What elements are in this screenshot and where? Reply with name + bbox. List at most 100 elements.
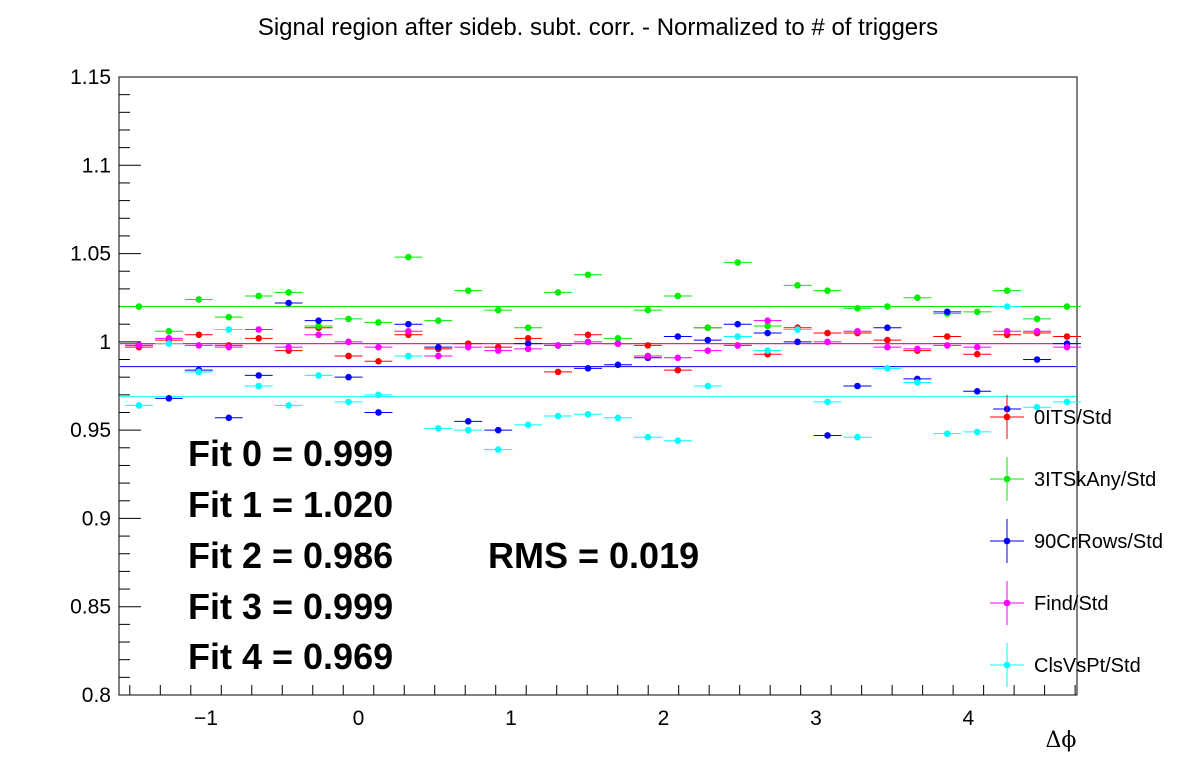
data-point	[884, 324, 891, 332]
data-point	[135, 303, 143, 310]
data-point	[195, 368, 203, 376]
data-point	[1003, 287, 1011, 294]
data-point	[674, 292, 682, 300]
data-point	[824, 287, 831, 294]
data-point	[315, 322, 322, 330]
fit-label-2: Fit 2 = 0.986	[188, 535, 393, 576]
data-point	[405, 320, 412, 328]
data-point	[285, 299, 292, 307]
fit-annotations: Fit 0 = 0.999 Fit 1 = 1.020 Fit 2 = 0.98…	[188, 433, 699, 677]
data-point	[135, 402, 143, 409]
data-point	[764, 322, 771, 330]
data-point	[584, 331, 592, 339]
data-point	[973, 428, 981, 436]
y-tick-label: 1	[99, 331, 111, 354]
data-point	[375, 343, 382, 351]
data-point	[494, 426, 502, 434]
data-point	[914, 294, 921, 302]
data-point	[225, 313, 233, 321]
legend-marker-dot	[1003, 599, 1011, 607]
data-point	[943, 308, 951, 316]
y-tick-label: 0.95	[70, 419, 111, 442]
data-point	[435, 425, 442, 432]
data-point	[884, 303, 891, 310]
data-point	[375, 319, 382, 326]
series-3	[124, 317, 1081, 362]
data-point	[255, 335, 263, 342]
fit-label-4: Fit 4 = 0.969	[188, 636, 393, 677]
chart-title: Signal region after sideb. subt. corr. -…	[258, 14, 938, 41]
data-point	[165, 327, 173, 335]
data-point	[255, 382, 263, 390]
data-point	[255, 326, 263, 333]
data-point	[225, 414, 233, 422]
series-0	[124, 324, 1081, 376]
y-tick-label: 0.85	[70, 596, 111, 619]
data-point	[884, 343, 891, 351]
data-point	[584, 410, 592, 418]
data-point	[584, 271, 592, 279]
legend-label: 3ITSkAny/Std	[1034, 469, 1156, 491]
data-point	[973, 350, 981, 358]
data-point	[973, 308, 981, 316]
data-point	[524, 324, 532, 332]
y-tick-label: 0.8	[82, 684, 111, 707]
data-point	[315, 372, 322, 379]
axes: 0.8 0.85 0.9 0.95 1 1.05 1.1 1.15 −1 0 1 2 3 4	[70, 66, 1076, 730]
data-point	[674, 354, 682, 362]
legend-marker-dot	[1003, 475, 1011, 483]
data-point	[734, 342, 742, 349]
data-point	[1033, 327, 1041, 335]
series-2	[124, 299, 1081, 439]
data-point	[854, 305, 861, 312]
data-point	[195, 331, 203, 339]
data-point	[165, 335, 173, 342]
data-point	[614, 414, 622, 422]
data-point	[405, 253, 412, 261]
data-point	[943, 342, 951, 349]
data-point	[824, 338, 831, 346]
x-tick-label: 4	[963, 707, 975, 730]
legend-marker-dot	[1003, 413, 1011, 421]
data-point	[345, 338, 352, 346]
data-point	[285, 289, 292, 296]
data-point	[704, 382, 712, 390]
x-tick-label: 1	[505, 707, 517, 730]
rms-label: RMS = 0.019	[488, 535, 699, 576]
fit-lines	[120, 306, 1076, 398]
legend-label: 0ITS/Std	[1034, 407, 1112, 429]
legend-label: ClsVsPt/Std	[1034, 655, 1141, 677]
data-point	[824, 398, 831, 406]
data-point	[943, 430, 951, 437]
data-point	[225, 326, 233, 333]
fit-label-3: Fit 3 = 0.999	[188, 586, 393, 627]
y-tick-label: 1.15	[70, 66, 111, 89]
data-point	[1063, 303, 1071, 310]
data-point	[914, 345, 921, 353]
data-point	[674, 437, 682, 445]
data-point	[884, 336, 891, 344]
data-point	[464, 343, 472, 351]
series-1	[124, 253, 1081, 342]
data-point	[285, 402, 292, 409]
fit-label-1: Fit 1 = 1.020	[188, 484, 393, 525]
data-point	[375, 357, 382, 365]
data-point	[914, 379, 921, 386]
data-points	[124, 253, 1081, 453]
data-point	[435, 343, 442, 351]
plot-frame	[118, 76, 1078, 696]
data-point	[524, 335, 532, 342]
legend-label: 90CrRows/Std	[1034, 531, 1163, 553]
data-point	[464, 418, 472, 425]
data-point	[1063, 333, 1071, 340]
data-point	[345, 398, 352, 406]
data-point	[794, 282, 801, 289]
data-point	[704, 324, 712, 332]
data-point	[794, 338, 801, 346]
data-point	[704, 347, 712, 354]
data-point	[674, 366, 682, 374]
data-point	[554, 342, 562, 349]
x-tick-label: −1	[194, 707, 218, 730]
data-point	[973, 343, 981, 351]
